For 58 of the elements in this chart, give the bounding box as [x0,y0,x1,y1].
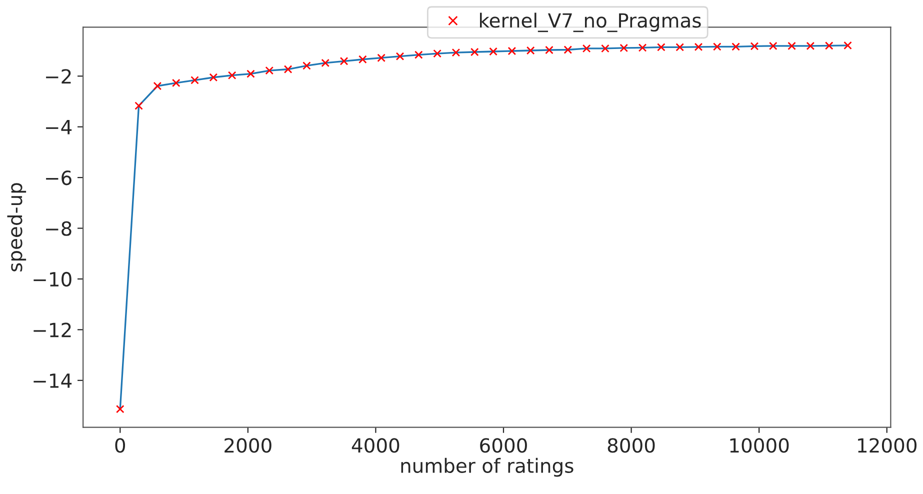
point [414,50,423,59]
x-tick-label: 4000 [352,438,400,453]
x-tick-label: 8000 [608,438,655,453]
point [844,41,852,50]
point [340,56,348,66]
x-tick-label: 0 [115,438,126,453]
point [377,54,386,62]
point [638,44,647,52]
point [209,73,218,82]
y-tick-label: −14 [34,374,72,388]
line-series [119,44,849,410]
x-tick-label: 10000 [730,438,789,453]
y-tick-label: −10 [34,272,72,287]
x-axis-title: number of ratings [401,458,574,477]
point [508,46,516,56]
point [806,42,815,50]
point [470,48,479,56]
point [265,66,274,75]
y-tick-label: −12 [34,322,71,338]
point [526,46,535,55]
x-tick-label: 6000 [480,438,527,453]
y-tick-label: −6 [46,170,72,186]
point [396,52,404,60]
point [134,102,143,110]
point [452,48,460,57]
point [228,71,236,80]
point [116,404,124,414]
point [601,44,610,53]
point [284,65,292,74]
point [712,42,722,51]
point [676,43,684,52]
point [732,42,740,51]
point [788,42,796,50]
x-tick-label: 12000 [858,438,916,453]
y-tick-label: −4 [46,120,72,134]
point [190,76,199,84]
point [489,47,498,56]
point [358,55,367,64]
point [564,46,572,54]
y-tick-label: −2 [46,69,71,84]
point [620,44,628,52]
point [433,49,442,58]
point [657,43,666,52]
point [824,42,834,50]
point [321,58,330,68]
point [694,42,703,52]
point [153,82,162,90]
point [768,42,778,50]
point [545,46,554,54]
legend-label: kernel_V7_no_Pragmas [480,12,701,32]
y-axis-title: speed-up [7,183,26,272]
point [750,42,759,50]
x-tick-label: 2000 [224,438,272,453]
y-tick-label: −8 [46,221,72,236]
point [302,62,311,70]
point [246,70,255,78]
point [582,44,591,53]
point [172,78,180,88]
